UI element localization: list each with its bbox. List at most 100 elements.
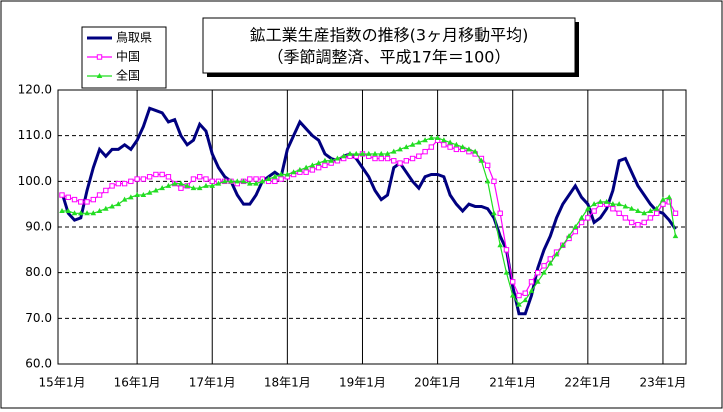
marker-triangle	[672, 233, 679, 239]
marker-square	[635, 222, 641, 228]
marker-triangle	[484, 178, 491, 184]
marker-triangle	[422, 137, 428, 143]
marker-triangle	[340, 153, 347, 159]
marker-square	[422, 148, 428, 155]
marker-square	[65, 194, 71, 201]
marker-triangle	[190, 185, 197, 191]
marker-square	[153, 171, 159, 178]
marker-triangle	[284, 171, 291, 177]
marker-triangle	[503, 269, 510, 275]
marker-triangle	[65, 208, 72, 214]
marker-square	[78, 199, 84, 205]
marker-triangle	[134, 192, 140, 198]
marker-square	[610, 206, 616, 212]
x-tick-label: 23年1月	[640, 376, 687, 390]
marker-triangle	[397, 146, 403, 152]
marker-triangle	[265, 176, 272, 182]
marker-triangle	[159, 185, 165, 191]
marker-triangle	[409, 141, 416, 147]
chart-title: 鉱工業生産指数の推移(3ヶ月移動平均)	[250, 26, 529, 45]
marker-triangle	[315, 160, 322, 166]
marker-triangle	[121, 196, 128, 202]
marker-square	[253, 176, 259, 182]
marker-triangle	[497, 242, 503, 248]
x-tick-label: 16年1月	[114, 376, 161, 390]
marker-triangle	[610, 201, 616, 207]
marker-triangle	[77, 210, 84, 216]
marker-triangle	[272, 173, 278, 179]
marker-square	[397, 160, 403, 166]
marker-square	[453, 146, 460, 153]
marker-square	[309, 167, 316, 173]
marker-square	[121, 180, 128, 187]
marker-triangle	[560, 242, 566, 248]
marker-square	[578, 219, 585, 226]
marker-square	[522, 290, 528, 296]
marker-square	[528, 279, 535, 285]
marker-square	[585, 215, 591, 221]
x-tick-label: 21年1月	[489, 376, 536, 390]
marker-triangle	[585, 205, 591, 211]
x-tick-label: 22年1月	[564, 376, 611, 390]
marker-triangle	[334, 155, 341, 161]
marker-square	[654, 210, 660, 217]
marker-square	[503, 247, 510, 253]
marker-triangle	[647, 208, 654, 214]
marker-triangle	[578, 214, 585, 220]
marker-square	[641, 219, 647, 226]
marker-triangle	[359, 150, 366, 156]
marker-square	[272, 178, 278, 185]
marker-square	[510, 279, 516, 285]
marker-square	[491, 178, 497, 185]
x-tick-label: 19年1月	[339, 376, 386, 390]
marker-triangle	[90, 210, 97, 216]
marker-square	[165, 174, 172, 180]
marker-square	[616, 210, 622, 217]
marker-triangle	[541, 269, 547, 275]
legend-label: 鳥取県	[116, 30, 152, 45]
marker-square	[672, 210, 679, 217]
marker-square	[516, 292, 522, 299]
marker-square	[628, 219, 635, 226]
x-tick-label: 18年1月	[264, 376, 311, 390]
marker-square	[622, 215, 629, 221]
marker-triangle	[103, 205, 109, 211]
marker-triangle	[221, 178, 228, 184]
marker-square	[96, 192, 103, 198]
marker-square	[115, 180, 122, 187]
marker-triangle	[228, 178, 234, 184]
marker-square	[541, 263, 547, 269]
marker-square	[103, 187, 109, 194]
marker-square	[159, 171, 165, 178]
marker-square	[315, 164, 322, 171]
marker-triangle	[84, 210, 90, 216]
marker-triangle	[441, 137, 447, 143]
marker-triangle	[378, 150, 385, 156]
chart-subtitle: （季節調整済、平成17年＝100）	[268, 48, 511, 67]
marker-triangle	[353, 150, 360, 156]
marker-triangle	[96, 208, 103, 214]
marker-triangle	[635, 208, 641, 214]
title-box	[202, 17, 576, 74]
marker-triangle	[428, 134, 435, 140]
marker-square	[403, 158, 410, 164]
marker-triangle	[453, 141, 460, 147]
marker-square	[203, 176, 209, 182]
marker-triangle	[303, 164, 309, 170]
marker-triangle	[278, 171, 284, 177]
marker-triangle	[196, 185, 203, 191]
marker-square	[247, 176, 253, 182]
marker-triangle	[247, 180, 253, 186]
marker-triangle	[603, 198, 610, 204]
marker-square	[303, 169, 309, 175]
marker-triangle	[628, 205, 635, 211]
y-tick-label: 60.0	[25, 357, 52, 371]
marker-square	[134, 176, 140, 182]
marker-triangle	[553, 251, 560, 257]
legend-label: 中国	[116, 49, 140, 64]
marker-square	[190, 176, 197, 182]
marker-square	[660, 201, 666, 207]
marker-square	[109, 183, 115, 189]
